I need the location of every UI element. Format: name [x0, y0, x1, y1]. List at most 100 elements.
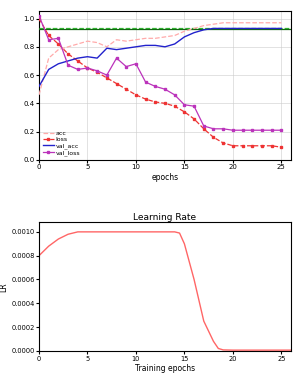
X-axis label: epochs: epochs: [152, 173, 178, 182]
val_acc: [144, 43, 147, 48]
val_acc: [134, 45, 138, 49]
acc: [212, 22, 215, 26]
acc: [280, 21, 283, 25]
val_acc: [221, 26, 225, 31]
acc: [115, 37, 118, 42]
val_loss: [76, 67, 80, 72]
acc: [95, 40, 99, 45]
val_loss: [173, 92, 176, 97]
loss: [124, 87, 128, 92]
loss: [57, 42, 60, 46]
val_loss: [105, 73, 109, 78]
acc: [144, 36, 147, 40]
val_acc: [270, 26, 273, 31]
val_loss: [154, 84, 157, 89]
val_acc: [115, 47, 118, 52]
val_loss: [192, 104, 196, 108]
loss: [260, 144, 264, 148]
val_loss: [95, 68, 99, 73]
val_loss: [280, 128, 283, 133]
acc: [134, 37, 138, 42]
Line: loss: loss: [38, 17, 283, 149]
val_acc: [173, 42, 176, 46]
acc: [66, 45, 70, 49]
val_acc: [47, 67, 50, 72]
val_loss: [47, 37, 50, 42]
val_acc: [202, 28, 206, 32]
loss: [280, 145, 283, 149]
val_loss: [260, 128, 264, 133]
Legend: acc, loss, val_acc, val_loss: acc, loss, val_acc, val_loss: [42, 130, 81, 157]
loss: [173, 104, 176, 108]
val_loss: [212, 126, 215, 131]
val_acc: [95, 56, 99, 60]
loss: [66, 52, 70, 56]
acc: [86, 39, 89, 44]
X-axis label: Training epochs: Training epochs: [135, 364, 195, 373]
Line: val_loss: val_loss: [38, 14, 283, 132]
val_acc: [192, 31, 196, 35]
val_loss: [231, 128, 235, 133]
val_acc: [37, 84, 41, 89]
val_acc: [241, 26, 244, 31]
acc: [124, 39, 128, 44]
acc: [173, 33, 176, 38]
Line: acc: acc: [39, 23, 281, 95]
val_acc: [163, 45, 167, 49]
val_loss: [183, 102, 186, 107]
loss: [212, 135, 215, 139]
acc: [37, 92, 41, 97]
val_loss: [86, 66, 89, 70]
acc: [105, 45, 109, 49]
val_acc: [124, 46, 128, 50]
Y-axis label: LR: LR: [0, 282, 9, 292]
val_loss: [163, 87, 167, 92]
acc: [154, 36, 157, 40]
loss: [270, 144, 273, 148]
loss: [241, 144, 244, 148]
acc: [231, 21, 235, 25]
val_acc: [76, 56, 80, 60]
acc: [221, 21, 225, 25]
Line: val_acc: val_acc: [39, 28, 281, 86]
val_loss: [250, 128, 254, 133]
loss: [144, 97, 147, 101]
acc: [250, 21, 254, 25]
val_acc: [183, 35, 186, 39]
loss: [183, 110, 186, 114]
val_loss: [57, 36, 60, 40]
loss: [95, 70, 99, 74]
loss: [231, 144, 235, 148]
acc: [241, 21, 244, 25]
Title: Learning Rate: Learning Rate: [134, 212, 196, 222]
val_acc: [212, 26, 215, 31]
acc: [270, 21, 273, 25]
acc: [192, 26, 196, 31]
loss: [134, 92, 138, 97]
val_loss: [241, 128, 244, 133]
val_loss: [134, 62, 138, 66]
loss: [192, 117, 196, 121]
loss: [250, 144, 254, 148]
val_acc: [66, 59, 70, 63]
val_loss: [124, 64, 128, 69]
val_loss: [202, 124, 206, 128]
acc: [47, 56, 50, 60]
loss: [221, 141, 225, 145]
acc: [202, 23, 206, 28]
acc: [163, 35, 167, 39]
val_acc: [250, 26, 254, 31]
val_acc: [105, 46, 109, 50]
loss: [105, 76, 109, 80]
val_loss: [221, 126, 225, 131]
loss: [115, 81, 118, 86]
loss: [154, 100, 157, 104]
val_acc: [260, 26, 264, 31]
val_acc: [86, 54, 89, 59]
loss: [37, 16, 41, 21]
val_loss: [144, 80, 147, 84]
val_loss: [37, 13, 41, 18]
loss: [163, 101, 167, 106]
loss: [76, 59, 80, 63]
val_loss: [270, 128, 273, 133]
